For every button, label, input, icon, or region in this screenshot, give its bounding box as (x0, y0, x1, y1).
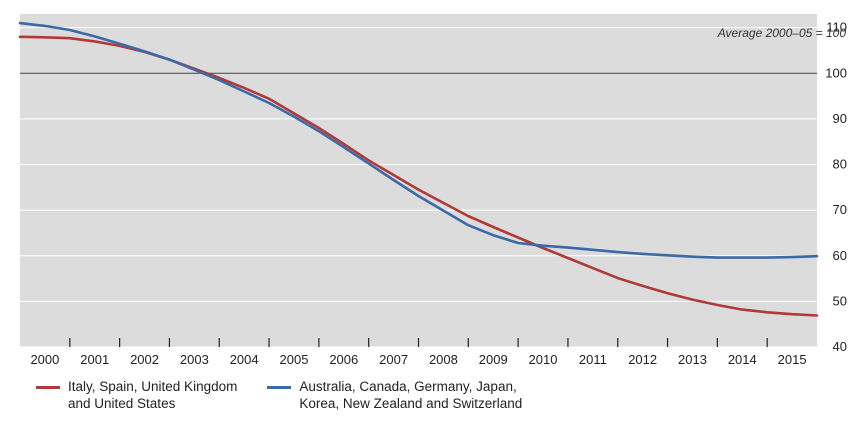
y-tick-label-50: 50 (833, 293, 847, 308)
chart-annotation: Average 2000–05 = 100 (717, 26, 847, 40)
series-line-2 (18, 21, 819, 259)
y-axis-labels: 40 50 60 70 80 90 100 110 (825, 20, 847, 354)
x-tick-label-2014: 2014 (728, 352, 757, 367)
x-tick-label-2015: 2015 (778, 352, 807, 367)
legend-swatch-series-2 (267, 386, 292, 389)
x-tick-label-2006: 2006 (329, 352, 358, 367)
x-tick-label-2003: 2003 (180, 352, 209, 367)
y-tick-label-100: 100 (825, 65, 847, 80)
y-tick-label-90: 90 (833, 111, 847, 126)
y-tick-label-60: 60 (833, 248, 847, 263)
x-tick-label-2008: 2008 (429, 352, 458, 367)
y-tick-label-80: 80 (833, 157, 847, 172)
legend-item-series-2: Australia, Canada, Germany, Japan, Korea… (267, 378, 522, 412)
x-tick-label-2010: 2010 (529, 352, 558, 367)
x-axis-ticks (69, 338, 768, 347)
plot-background (20, 14, 817, 347)
x-tick-label-2011: 2011 (579, 352, 607, 367)
legend-item-series-1: Italy, Spain, United Kingdom and United … (36, 378, 237, 412)
gridlines (20, 27, 817, 348)
x-tick-label-2004: 2004 (230, 352, 259, 367)
x-tick-label-2009: 2009 (479, 352, 508, 367)
x-tick-label-2013: 2013 (678, 352, 707, 367)
x-tick-label-2012: 2012 (628, 352, 657, 367)
y-tick-label-110: 110 (826, 20, 847, 35)
x-tick-label-2001: 2001 (80, 352, 109, 367)
x-tick-label-2007: 2007 (379, 352, 408, 367)
legend-label-series-1: Italy, Spain, United Kingdom and United … (68, 379, 238, 411)
x-tick-label-2000: 2000 (30, 352, 59, 367)
x-tick-label-2005: 2005 (280, 352, 309, 367)
y-tick-label-70: 70 (833, 202, 847, 217)
legend-swatch-series-1 (36, 386, 60, 389)
x-tick-label-2002: 2002 (130, 352, 159, 367)
x-axis-labels: 2000 2001 2002 2003 2004 2005 2006 2007 2008 2009… (30, 352, 806, 367)
series-layer (18, 21, 819, 317)
legend-label-series-2: Australia, Canada, Germany, Japan, Korea… (299, 379, 523, 411)
legend: Italy, Spain, United Kingdom and United … (36, 378, 522, 412)
y-tick-label-40: 40 (833, 339, 847, 354)
